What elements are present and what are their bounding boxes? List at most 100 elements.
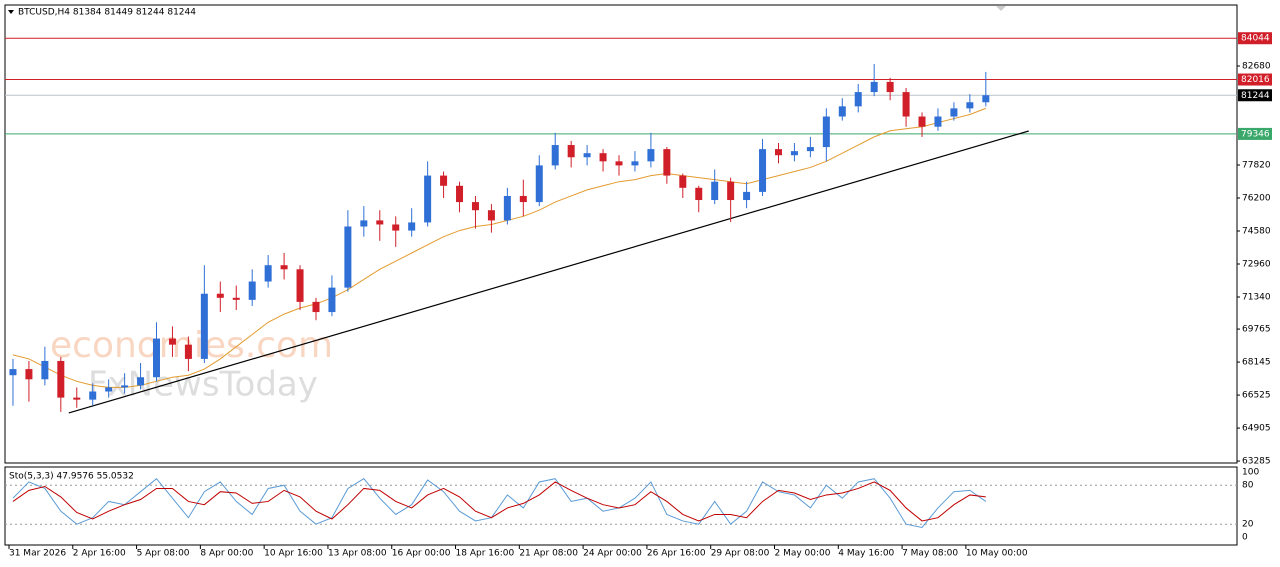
candle-body: [663, 149, 671, 176]
x-tick-label: 16 Apr 00:00: [392, 549, 451, 559]
candle-body: [9, 369, 17, 376]
candle-body: [105, 387, 113, 392]
candle-body: [806, 147, 814, 152]
y-tick-label: 71340: [1242, 292, 1271, 302]
shift-marker: [996, 6, 1006, 11]
level-box: [1238, 127, 1272, 140]
watermark: FxNewsToday: [88, 365, 318, 405]
x-tick-label: 10 Apr 16:00: [264, 549, 323, 559]
x-tick-label: 31 Mar 2026: [9, 549, 66, 559]
candle-body: [328, 287, 336, 313]
price-label: 81244: [1241, 91, 1270, 101]
y-tick-label: 63285: [1242, 457, 1271, 467]
candle-body: [647, 149, 655, 162]
candle-body: [519, 195, 527, 203]
candle-body: [168, 338, 176, 345]
y-tick-label: 66525: [1242, 391, 1271, 401]
candle-body: [982, 95, 990, 103]
stoch-line: [12, 481, 986, 522]
stoch-line: [12, 477, 987, 529]
candle-body: [25, 369, 33, 380]
candle-body: [870, 81, 878, 93]
candle-body: [73, 397, 81, 400]
candle-body: [296, 269, 304, 302]
candle-body: [615, 161, 623, 166]
level-label: 82016: [1241, 75, 1270, 85]
candle-body: [344, 226, 352, 288]
candle-body: [743, 191, 751, 201]
trendline: [68, 130, 1029, 414]
candle-body: [902, 92, 910, 117]
candle-body: [376, 220, 384, 225]
y-tick-label: 20: [1242, 520, 1254, 530]
candle-body: [966, 102, 974, 109]
candle-body: [822, 116, 830, 148]
candle-body: [424, 175, 432, 223]
candle-body: [886, 81, 894, 93]
candle-body: [790, 151, 798, 156]
x-tick-label: 2 May 00:00: [775, 549, 831, 559]
candle-body: [392, 224, 400, 231]
level-label: 84044: [1241, 34, 1270, 44]
candle-body: [695, 187, 703, 201]
candle-body: [121, 385, 129, 388]
y-tick-label: 82680: [1242, 62, 1271, 72]
candle-body: [89, 391, 97, 400]
candle-body: [137, 377, 145, 386]
candle-body: [934, 116, 942, 127]
x-tick-label: 29 Apr 08:00: [711, 549, 770, 559]
main-panel: [4, 4, 1238, 464]
x-tick-label: 13 Apr 08:00: [328, 549, 387, 559]
candle-body: [440, 175, 448, 186]
candle-body: [232, 297, 240, 300]
candle-body: [280, 265, 288, 270]
x-tick-label: 5 Apr 08:00: [137, 549, 190, 559]
x-tick-label: 21 Apr 08:00: [519, 549, 578, 559]
chart-header: BTCUSD,H4 81384 81449 81244 81244: [18, 8, 196, 18]
candle-body: [216, 293, 224, 298]
candle-body: [360, 220, 368, 227]
candle-body: [248, 281, 256, 300]
candle-body: [471, 202, 479, 211]
candle-body: [57, 360, 65, 398]
candle-body: [679, 175, 687, 188]
candle-body: [153, 338, 161, 378]
x-tick-label: 4 May 16:00: [838, 549, 894, 559]
candle-body: [567, 145, 575, 158]
candle-body: [711, 181, 719, 201]
candle-body: [41, 360, 49, 380]
candle-body: [727, 181, 735, 201]
x-tick-label: 18 Apr 16:00: [456, 549, 515, 559]
y-tick-label: 0: [1242, 533, 1248, 543]
candle-body: [312, 301, 320, 313]
menu-arrow[interactable]: [8, 10, 14, 14]
y-tick-label: 77820: [1242, 160, 1271, 170]
candle-body: [774, 149, 782, 156]
price-box: [1238, 89, 1272, 102]
y-tick-label: 72960: [1242, 259, 1271, 269]
y-tick-label: 80: [1242, 481, 1254, 491]
candle-body: [854, 92, 862, 107]
x-tick-label: 10 May 00:00: [966, 549, 1028, 559]
y-tick-label: 64905: [1242, 424, 1271, 434]
candle-body: [631, 161, 639, 166]
y-tick-label: 100: [1242, 468, 1259, 478]
x-tick-label: 2 Apr 16:00: [73, 549, 126, 559]
candle-body: [264, 265, 272, 282]
level-box: [1238, 32, 1272, 45]
candle-body: [918, 116, 926, 127]
y-tick-label: 69765: [1242, 325, 1271, 335]
y-tick-label: 76200: [1242, 193, 1271, 203]
x-tick-label: 7 May 08:00: [902, 549, 958, 559]
level-box: [1238, 73, 1272, 86]
moving-average: [12, 107, 986, 388]
candle-body: [456, 185, 464, 203]
candle-body: [408, 222, 416, 231]
candle-body: [503, 195, 511, 221]
candle-body: [200, 293, 208, 359]
y-tick-label: 68145: [1242, 358, 1271, 368]
x-tick-label: 24 Apr 00:00: [583, 549, 642, 559]
stoch-panel: [4, 466, 1238, 546]
candle-body: [487, 210, 495, 221]
